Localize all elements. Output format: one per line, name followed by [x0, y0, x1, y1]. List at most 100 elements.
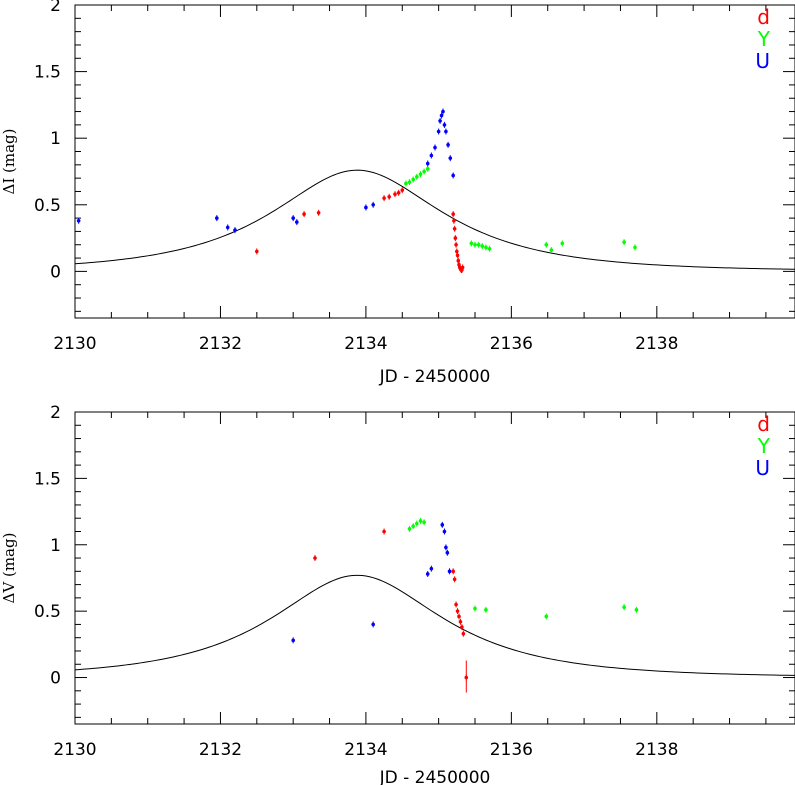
data-point-Y: [422, 169, 426, 174]
data-point-Y: [549, 248, 554, 252]
data-point-U: [291, 638, 295, 643]
data-point-Y: [484, 608, 488, 612]
data-point-U: [371, 202, 375, 207]
data-point-Y: [411, 177, 415, 182]
legend-d: d: [757, 412, 770, 436]
data-point-d: [458, 619, 463, 624]
data-point-Y: [425, 167, 430, 171]
data-point-Y: [469, 241, 474, 246]
data-point-U: [448, 156, 453, 160]
data-point-Y: [418, 172, 423, 176]
data-point-d: [452, 218, 456, 223]
data-point-d: [387, 194, 391, 199]
data-point-d: [455, 253, 460, 258]
data-point-U: [233, 228, 237, 232]
data-point-U: [440, 523, 445, 527]
legend-Y: Y: [757, 27, 771, 51]
data-point-d: [456, 258, 461, 263]
data-point-U: [364, 205, 368, 210]
data-point-d: [460, 265, 465, 270]
data-point-Y: [404, 181, 408, 186]
legend-d: d: [757, 5, 770, 29]
data-point-U: [444, 545, 448, 550]
data-point-U: [442, 123, 447, 127]
y-tick-label: 1: [50, 129, 61, 149]
x-axis-label: JD - 2450000: [379, 768, 491, 785]
chart-panel-1: 2130 2132 2134 2136 2138 0 0.5 1 1.5 2 JD - 245000…: [0, 0, 795, 387]
data-point-U: [438, 119, 442, 123]
data-point-d: [451, 212, 455, 216]
data-point-U: [451, 173, 455, 178]
data-point-Y: [473, 606, 477, 611]
data-point-U: [429, 153, 434, 158]
data-point-U: [433, 145, 437, 150]
data-point-U: [295, 220, 299, 224]
data-point-d: [382, 529, 386, 534]
data-point-Y: [634, 608, 639, 612]
model-curve: [75, 169, 795, 270]
data-point-Y: [411, 524, 415, 528]
data-point-d: [313, 556, 317, 560]
data-point-U: [442, 529, 447, 534]
y-tick-label: 0.5: [34, 602, 61, 622]
data-point-d: [451, 569, 455, 574]
x-tick-label: 2138: [635, 740, 678, 760]
plot-frame: [74, 411, 795, 725]
data-point-Y: [473, 242, 477, 247]
data-point-U: [291, 216, 295, 220]
x-tick-label: 2134: [344, 334, 387, 354]
legend-Y: Y: [757, 434, 771, 458]
data-point-d: [255, 249, 259, 254]
data-point-U: [429, 566, 434, 571]
x-tick-label: 2134: [344, 740, 387, 760]
plot-frame: [74, 4, 795, 319]
y-axis-label: ΔV (mag): [0, 533, 18, 604]
data-point-Y: [407, 180, 412, 184]
data-point-d: [452, 226, 457, 231]
data-point-U: [76, 218, 81, 223]
data-point-U: [425, 161, 430, 166]
data-point-d: [316, 210, 321, 215]
data-point-d: [453, 236, 458, 240]
data-point-U: [425, 572, 430, 576]
y-tick-label: 0: [50, 669, 61, 689]
data-point-Y: [418, 519, 423, 523]
y-tick-label: 2: [50, 0, 61, 16]
data-point-Y: [484, 245, 488, 250]
model-curve: [75, 574, 795, 676]
x-tick-label: 2130: [53, 334, 96, 354]
x-tick-label: 2138: [635, 334, 678, 354]
y-tick-label: 2: [50, 403, 61, 423]
data-point-U: [446, 143, 450, 147]
data-point-Y: [407, 527, 412, 531]
y-tick-label: 0: [50, 262, 61, 282]
y-tick-label: 1.5: [34, 63, 61, 83]
data-point-U: [439, 113, 444, 118]
data-point-d: [454, 242, 458, 247]
data-point-U: [225, 225, 230, 230]
x-tick-label: 2136: [490, 334, 533, 354]
data-point-U: [447, 569, 452, 574]
data-point-d: [452, 577, 457, 582]
data-point-Y: [633, 245, 637, 250]
x-tick-label: 2130: [53, 740, 96, 760]
data-point-U: [445, 550, 450, 555]
data-point-d: [455, 609, 460, 613]
data-point-d: [382, 196, 386, 200]
x-tick-label: 2132: [199, 334, 242, 354]
data-point-U: [441, 109, 445, 114]
y-tick-label: 1: [50, 536, 61, 556]
data-point-U: [215, 216, 219, 220]
data-point-d: [461, 631, 466, 636]
data-point-d: [400, 188, 405, 192]
data-point-d: [455, 249, 459, 254]
data-point-Y: [544, 614, 549, 619]
data-point-Y: [415, 521, 419, 526]
data-point-Y: [476, 242, 481, 247]
data-point-Y: [415, 175, 419, 179]
data-point-d: [460, 625, 464, 629]
data-point-Y: [544, 242, 549, 247]
data-point-d: [393, 192, 397, 196]
data-point-d: [457, 614, 461, 619]
